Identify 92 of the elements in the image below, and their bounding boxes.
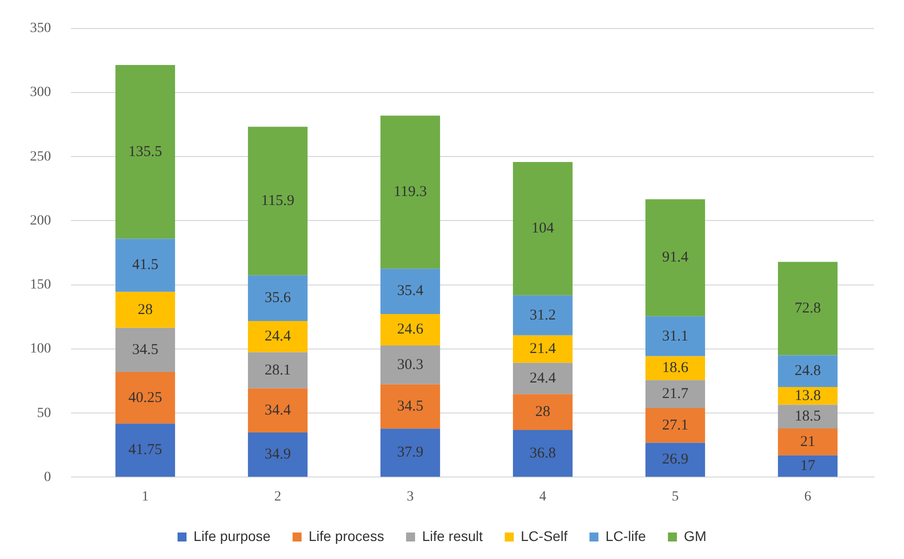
data-label: 34.4 bbox=[264, 402, 292, 418]
legend-label: LC-life bbox=[605, 528, 646, 544]
data-label: 35.4 bbox=[397, 283, 424, 300]
legend-label: Life purpose bbox=[194, 528, 271, 544]
bar bbox=[380, 268, 440, 314]
bar bbox=[645, 408, 706, 443]
data-label: 24.6 bbox=[397, 322, 424, 338]
bar bbox=[645, 356, 706, 380]
legend-label: LC-Self bbox=[520, 528, 568, 544]
bar bbox=[380, 116, 440, 269]
legend-label: Life process bbox=[308, 528, 384, 544]
legend-label: Life result bbox=[422, 528, 483, 544]
data-label: 28 bbox=[535, 404, 550, 420]
bar bbox=[115, 372, 176, 424]
x-tick-label: 4 bbox=[539, 489, 546, 504]
data-label: 18.5 bbox=[794, 408, 821, 425]
y-tick-label: 0 bbox=[44, 470, 51, 485]
data-label: 21.4 bbox=[530, 341, 556, 358]
data-label: 40.25 bbox=[128, 390, 162, 406]
bar bbox=[778, 428, 838, 456]
bar bbox=[512, 362, 573, 394]
bar bbox=[645, 442, 706, 477]
y-tick-label: 250 bbox=[30, 149, 51, 164]
bar bbox=[248, 275, 308, 322]
data-label: 119.3 bbox=[394, 184, 427, 200]
x-tick-label: 1 bbox=[142, 489, 149, 504]
data-label: 27.1 bbox=[662, 417, 688, 434]
data-label: 31.2 bbox=[530, 307, 556, 324]
data-label: 135.5 bbox=[128, 144, 162, 160]
bar bbox=[778, 387, 838, 405]
data-label: 24.8 bbox=[794, 363, 821, 380]
data-label: 24.4 bbox=[530, 370, 556, 386]
bar bbox=[248, 388, 308, 432]
bar bbox=[248, 321, 308, 352]
x-tick-label: 2 bbox=[274, 489, 282, 504]
bar bbox=[115, 292, 176, 328]
data-label: 17 bbox=[800, 458, 816, 474]
y-tick-label: 100 bbox=[30, 342, 51, 357]
x-tick-label: 3 bbox=[406, 489, 414, 504]
data-label: 26.9 bbox=[662, 452, 688, 468]
x-tick-label: 5 bbox=[672, 489, 679, 504]
y-tick-label: 200 bbox=[30, 213, 51, 228]
data-label: 91.4 bbox=[662, 250, 689, 266]
data-label: 31.1 bbox=[662, 328, 688, 344]
bar bbox=[115, 238, 176, 292]
bar bbox=[778, 404, 838, 428]
bar bbox=[248, 126, 308, 276]
data-label: 13.8 bbox=[794, 388, 821, 404]
data-label: 41.75 bbox=[128, 442, 162, 458]
bar bbox=[645, 316, 706, 356]
bar bbox=[380, 384, 440, 429]
bar bbox=[778, 455, 838, 477]
y-tick-label: 350 bbox=[30, 21, 51, 36]
bar bbox=[115, 328, 176, 372]
data-label: 115.9 bbox=[261, 192, 294, 209]
bar bbox=[248, 352, 308, 388]
data-label: 28 bbox=[138, 302, 153, 318]
bar bbox=[380, 428, 440, 477]
data-label: 21.7 bbox=[662, 386, 689, 402]
data-label: 37.9 bbox=[397, 444, 424, 461]
bar bbox=[512, 295, 573, 336]
bar bbox=[115, 64, 176, 239]
bar bbox=[380, 314, 440, 346]
bar bbox=[645, 380, 706, 408]
bar bbox=[512, 162, 573, 296]
data-label: 36.8 bbox=[530, 445, 556, 462]
data-label: 34.5 bbox=[132, 342, 158, 358]
bar bbox=[778, 355, 838, 388]
bar bbox=[380, 346, 440, 384]
y-tick-label: 150 bbox=[30, 278, 51, 293]
data-label: 41.5 bbox=[132, 257, 158, 274]
data-label: 28.1 bbox=[264, 362, 291, 378]
data-label: 21 bbox=[800, 434, 816, 450]
y-tick-label: 300 bbox=[30, 85, 51, 100]
data-label: 24.4 bbox=[264, 328, 292, 345]
x-tick-label: 6 bbox=[804, 489, 812, 504]
bar bbox=[512, 335, 573, 363]
data-label: 104 bbox=[532, 220, 554, 237]
data-label: 34.5 bbox=[397, 398, 424, 414]
bar bbox=[115, 424, 176, 477]
bar bbox=[512, 430, 573, 477]
bar bbox=[512, 394, 573, 430]
data-label: 34.9 bbox=[264, 446, 291, 463]
data-label: 18.6 bbox=[662, 360, 689, 376]
bar bbox=[778, 262, 838, 356]
data-label: 72.8 bbox=[794, 300, 821, 317]
y-tick-label: 50 bbox=[37, 406, 51, 421]
data-label: 35.6 bbox=[264, 290, 292, 306]
data-label: 30.3 bbox=[397, 356, 424, 373]
bar bbox=[248, 432, 308, 477]
bar bbox=[645, 199, 706, 316]
legend-label: GM bbox=[684, 528, 706, 544]
